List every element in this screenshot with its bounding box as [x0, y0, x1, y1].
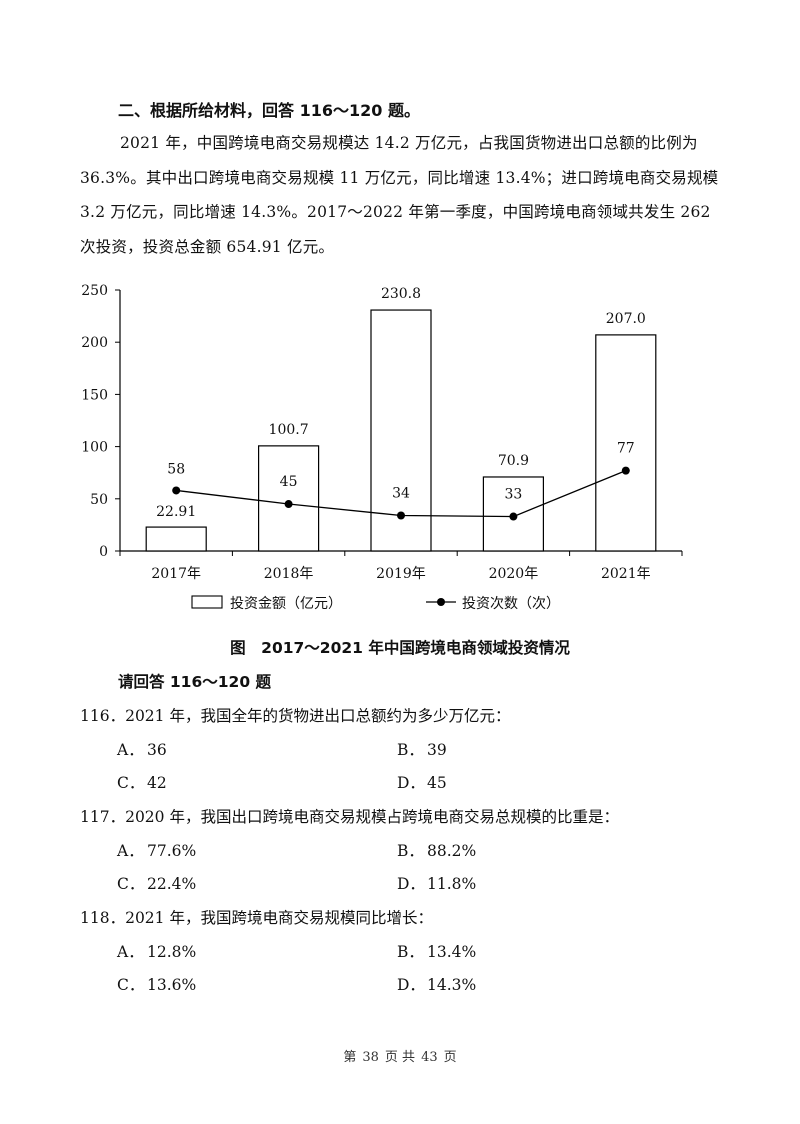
question-stem: 117．2020 年，我国出口跨境电商交易规模占跨境电商交易总规模的比重是：	[80, 808, 619, 826]
option-label: B．	[397, 943, 424, 961]
line-point	[397, 511, 405, 520]
legend-line-label: 投资次数（次）	[462, 596, 560, 612]
section-title: 二、根据所给材料，回答 116～120 题。	[118, 101, 420, 120]
line-data-label: 34	[392, 486, 410, 502]
footer-suffix: 页	[443, 1050, 457, 1065]
bar-data-label: 230.8	[381, 286, 421, 302]
option-label: D．	[397, 774, 425, 792]
option-text: 77.6%	[147, 842, 197, 860]
legend-bar-swatch	[191, 595, 223, 609]
y-tick-label: 50	[90, 492, 108, 508]
line-point	[509, 512, 518, 521]
y-tick-label: 250	[81, 283, 108, 299]
option-text: 11.8%	[427, 875, 477, 893]
footer-prefix: 第	[343, 1050, 357, 1065]
y-tick-label: 0	[99, 544, 108, 560]
option-label: C．	[117, 774, 145, 792]
material-paragraph: 2021 年，中国跨境电商交易规模达 14.2 万亿元，占我国货物进出口总额的比…	[80, 134, 719, 256]
option-text: 13.6%	[147, 976, 197, 994]
ask-heading: 请回答 116～120 题	[118, 673, 272, 691]
option-text: 39	[427, 741, 447, 759]
line-data-label: 77	[617, 441, 635, 457]
line-point	[621, 466, 630, 475]
bar	[370, 309, 432, 552]
y-tick-label: 100	[81, 440, 108, 456]
option-a[interactable]: A． 12.8%	[117, 940, 196, 962]
bar	[258, 445, 320, 552]
line-data-label: 45	[280, 474, 298, 490]
option-text: 42	[147, 774, 167, 792]
x-tick-label: 2020年	[489, 566, 539, 582]
option-c[interactable]: C． 22.4%	[117, 872, 196, 894]
line-point	[172, 486, 181, 495]
option-label: D．	[397, 875, 425, 893]
page-footer: 第 38 页 共 43 页	[0, 1046, 800, 1065]
legend-line-marker	[437, 598, 445, 606]
line-point	[284, 500, 293, 509]
option-text: 13.4%	[427, 943, 477, 961]
option-b[interactable]: B． 39	[397, 738, 447, 760]
page-number: 38	[362, 1050, 379, 1065]
option-text: 22.4%	[147, 875, 197, 893]
option-label: B．	[397, 741, 424, 759]
option-label: A．	[117, 741, 144, 759]
x-tick-label: 2017年	[151, 566, 201, 582]
option-text: 88.2%	[427, 842, 477, 860]
option-text: 45	[427, 774, 447, 792]
y-tick-label: 150	[81, 387, 108, 403]
bar-data-label: 22.91	[156, 504, 196, 520]
option-c[interactable]: C． 13.6%	[117, 973, 196, 995]
option-d[interactable]: D． 14.3%	[397, 973, 476, 995]
option-label: A．	[117, 842, 144, 860]
option-b[interactable]: B． 88.2%	[397, 839, 476, 861]
line-data-label: 58	[167, 461, 185, 477]
investment-chart: 0 50 100 150 200 250 2017年 2018年 2019年 2020年 2021年…	[81, 283, 683, 612]
figure-caption: 图 2017～2021 年中国跨境电商领域投资情况	[230, 639, 570, 657]
option-label: A．	[117, 943, 144, 961]
bar-data-label: 207.0	[606, 311, 646, 327]
x-tick-label: 2019年	[376, 566, 426, 582]
bar-data-label: 100.7	[269, 422, 309, 438]
bar	[595, 334, 657, 552]
bar	[145, 526, 207, 552]
y-tick-label: 200	[81, 335, 108, 351]
option-a[interactable]: A． 36	[117, 738, 167, 760]
option-label: B．	[397, 842, 424, 860]
line-data-label: 33	[504, 487, 522, 503]
x-tick-label: 2018年	[264, 566, 314, 582]
page-total: 43	[421, 1050, 438, 1065]
option-label: C．	[117, 976, 145, 994]
option-text: 12.8%	[147, 943, 197, 961]
option-b[interactable]: B． 13.4%	[397, 940, 476, 962]
footer-mid: 页 共	[384, 1050, 416, 1065]
legend-bar-label: 投资金额（亿元）	[230, 596, 342, 612]
option-text: 36	[147, 741, 167, 759]
x-tick-label: 2021年	[601, 566, 651, 582]
question-stem: 118．2021 年，我国跨境电商交易规模同比增长：	[80, 909, 433, 927]
option-label: C．	[117, 875, 145, 893]
option-d[interactable]: D． 11.8%	[397, 872, 476, 894]
option-label: D．	[397, 976, 425, 994]
bar-data-label: 70.9	[498, 453, 529, 469]
option-a[interactable]: A． 77.6%	[117, 839, 196, 861]
question-stem: 116．2021 年，我国全年的货物进出口总额约为多少万亿元：	[80, 707, 511, 725]
option-text: 14.3%	[427, 976, 477, 994]
option-d[interactable]: D． 45	[397, 771, 447, 793]
option-c[interactable]: C． 42	[117, 771, 167, 793]
